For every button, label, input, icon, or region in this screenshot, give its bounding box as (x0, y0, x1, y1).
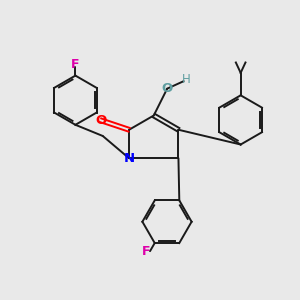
Text: O: O (95, 114, 106, 127)
Text: F: F (142, 244, 151, 258)
Text: F: F (71, 58, 80, 71)
Text: N: N (124, 152, 135, 165)
Text: O: O (161, 82, 173, 95)
Text: H: H (182, 73, 190, 86)
